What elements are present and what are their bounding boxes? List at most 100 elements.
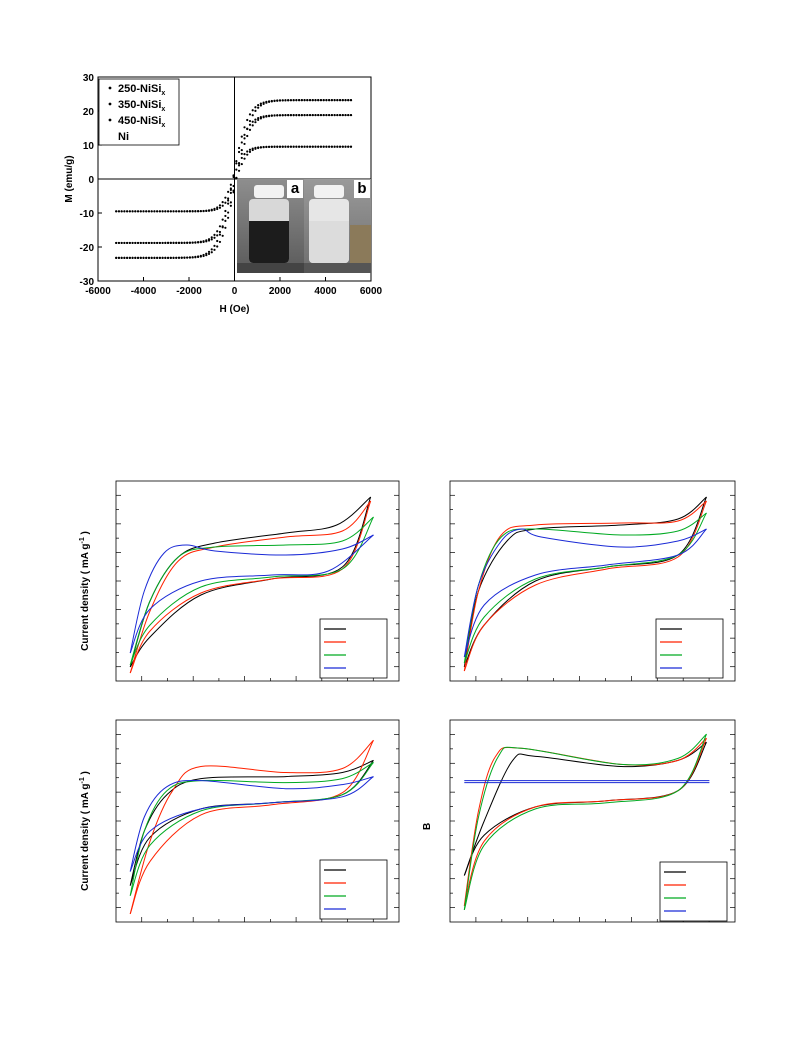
hyst-data-point [142,210,145,213]
hyst-data-point [117,210,121,213]
hyst-data-point [117,241,121,245]
hyst-data-point [199,210,202,213]
hyst-legend-subscript: x [161,122,165,129]
hyst-data-point [347,113,350,117]
hyst-data-point [232,184,235,188]
hyst-data-point [213,248,216,251]
cv-curve-anodic [129,739,374,915]
hyst-data-point [287,114,290,117]
hyst-data-point [134,241,137,245]
hyst-data-point [278,114,282,117]
hyst-data-point [300,99,303,102]
hyst-data-point [115,256,118,259]
hyst-data-point [177,210,181,213]
hyst-data-point [131,241,134,245]
hyst-data-point [153,256,156,259]
hyst-data-point [210,209,213,212]
hyst-data-point [169,241,172,245]
hyst-legend-box [98,78,180,146]
cv-curve-cathodic [129,516,374,666]
hyst-data-point [227,199,230,202]
hyst-legend-subscript: x [161,90,165,97]
hyst-data-point [344,145,347,148]
cv-curve-anodic [463,528,707,658]
hyst-data-point [246,153,249,156]
hyst-data-point [243,137,246,140]
hyst-legend-subscript: x [161,106,165,113]
cv-curve-anodic [129,776,374,872]
hyst-data-point [216,245,219,248]
cv-curve-cathodic [129,534,374,654]
hyst-data-point [216,206,219,209]
cv-legend-box [319,618,388,679]
hyst-data-point [150,256,153,259]
hyst-data-point [213,236,216,239]
hyst-data-point [164,210,167,213]
hyst-data-point [172,241,175,245]
hyst-data-point [177,256,181,259]
hyst-data-point [276,114,279,117]
hyst-data-point [265,101,268,104]
hyst-data-point [180,210,183,213]
cv-ylabel-superscript: -1 [79,777,86,783]
hyst-data-point [257,117,260,120]
hyst-data-point [341,99,344,102]
inset-photo-a: a [237,179,304,273]
hyst-data-point [188,241,192,244]
hyst-data-point [166,210,170,213]
hyst-data-point [278,145,282,148]
hyst-data-point [142,256,145,259]
hyst-data-point [240,156,243,160]
hyst-data-point [145,241,148,245]
hyst-series-2 [115,145,353,213]
hyst-data-point [257,146,260,150]
hyst-data-point [235,160,238,163]
hyst-legend-marker [108,86,112,90]
hyst-data-point [281,114,284,117]
cv-legend-box [319,859,388,920]
hyst-y-tick-label: 20 [83,107,95,118]
hyst-data-point [172,256,175,259]
hyst-data-point [207,250,211,253]
cv-curve-cathodic [129,500,372,674]
hyst-data-point [128,256,131,259]
hyst-data-point [147,256,151,259]
hyst-data-point [270,145,273,148]
bottle-liquid-a [249,221,289,263]
hyst-data-point [221,201,224,204]
hyst-data-point [259,117,262,120]
hyst-data-point [134,256,137,259]
hyst-data-point [145,256,148,259]
hyst-data-point [251,114,254,117]
hyst-data-point [289,99,293,102]
hyst-data-point [139,256,142,259]
cv-ylabel-main: Current density ( mA g [80,783,91,890]
hyst-data-point [235,168,238,171]
hyst-data-point [156,210,159,213]
hyst-data-point [158,241,161,245]
hyst-data-point [227,190,230,193]
hyst-data-point [186,241,189,244]
hyst-data-point [246,118,249,122]
hyst-data-point [188,256,192,259]
cv-panel-1: Current density ( mA g-1 ) [79,480,400,682]
cv-legend-box [659,861,728,922]
hyst-data-point [229,187,232,190]
hyst-data-point [161,210,164,213]
hyst-data-point [232,189,235,192]
hyst-data-point [333,113,336,117]
hyst-data-point [306,99,309,102]
hyst-data-point [338,99,342,102]
cv-annotation: B [422,823,433,830]
hyst-data-point [246,127,249,131]
hyst-data-point [191,256,194,259]
hyst-data-point [115,241,118,245]
hyst-legend-label: 450-NiSix [118,115,165,129]
hyst-data-point [227,197,230,200]
hyst-y-tick-label: -20 [80,243,95,254]
cv-panel-2 [449,480,736,682]
hyst-data-point [224,196,227,199]
hyst-data-point [287,99,290,102]
hyst-data-point [328,145,331,148]
hyst-data-point [257,106,260,109]
